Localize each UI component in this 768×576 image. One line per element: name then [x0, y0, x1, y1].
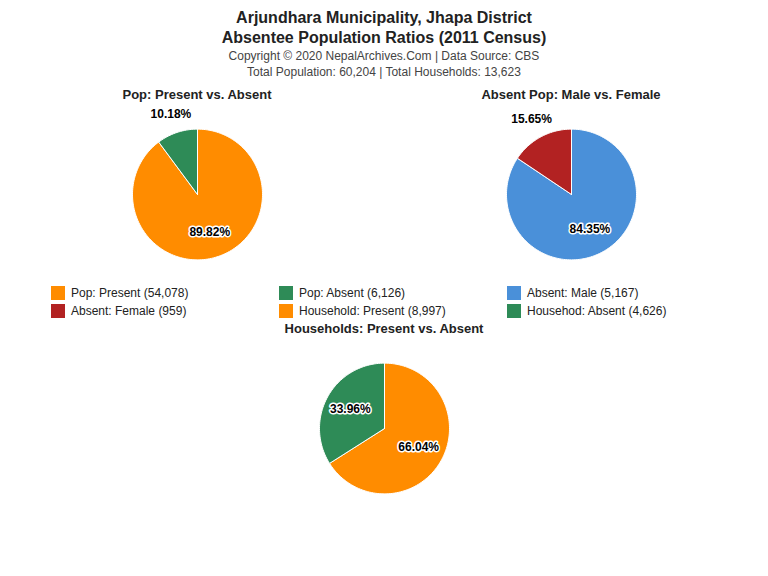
html-text:Household: Present (8,997): Household: Present (8,997): [299, 304, 446, 318]
svg-text:33.96%: 33.96%: [330, 402, 371, 416]
svg-text:15.65%: 15.65%: [511, 112, 552, 126]
html-text:Househod: Absent (4,626): Househod: Absent (4,626): [527, 304, 667, 318]
html-text:Pop: Present vs. Absent: Pop: Present vs. Absent: [122, 87, 272, 102]
html-text:Absent: Male (5,167): Absent: Male (5,167): [527, 286, 639, 300]
html-text:Arjundhara Municipality, Jhapa: Arjundhara Municipality, Jhapa District: [236, 9, 532, 26]
html-text:Households: Present vs. Absent: Households: Present vs. Absent: [284, 321, 484, 336]
svg-text:10.18%: 10.18%: [151, 107, 192, 121]
html-text:Absent Pop: Male vs. Female: Absent Pop: Male vs. Female: [481, 87, 661, 102]
html-text:Absentee Population Ratios (20: Absentee Population Ratios (2011 Census): [221, 29, 547, 46]
html-text:Total Population: 60,204 | Tot: Total Population: 60,204 | Total Househo…: [247, 65, 521, 79]
html-text:Absent: Female (959): Absent: Female (959): [71, 304, 187, 318]
html-text:Pop: Absent (6,126): Pop: Absent (6,126): [299, 286, 406, 300]
svg-text:89.82%: 89.82%: [189, 225, 230, 239]
svg-text:84.35%: 84.35%: [570, 222, 611, 236]
svg-text:66.04%: 66.04%: [398, 440, 439, 454]
html-text:Copyright © 2020 NepalArchives: Copyright © 2020 NepalArchives.Com | Dat…: [228, 49, 540, 63]
html-text:Pop: Present (54,078): Pop: Present (54,078): [71, 286, 189, 300]
